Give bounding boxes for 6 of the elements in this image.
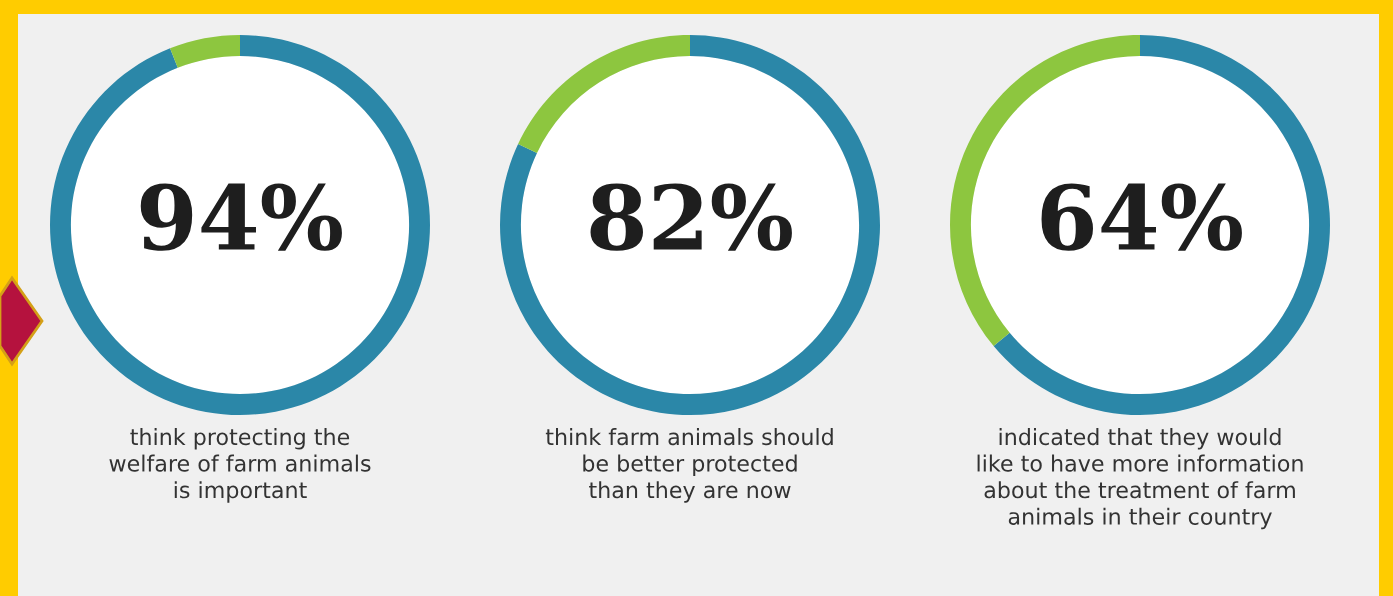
text: think farm animals should be better protected than they are now [545, 428, 833, 503]
data-label: 82% [590, 183, 792, 251]
text: indicated that they would like to have more information about the treatment of farm animals in their country [977, 428, 1303, 530]
text: think protecting the welfare of farm animals is important [109, 428, 371, 503]
data-label: 64% [1041, 183, 1242, 251]
data-label: 94% [140, 183, 342, 251]
